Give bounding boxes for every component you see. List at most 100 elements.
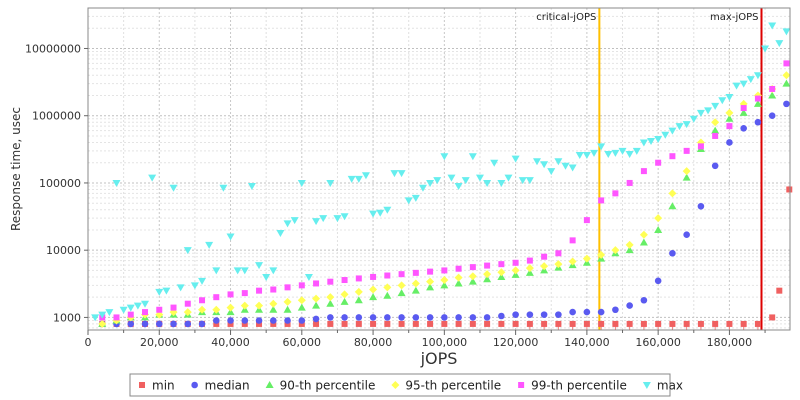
max-point <box>361 172 370 180</box>
max-point <box>418 184 427 192</box>
90-th-percentile-point <box>226 308 235 316</box>
max-point <box>639 139 648 147</box>
95-th-percentile-point <box>226 303 235 312</box>
legend-99-th-percentile-label: 99-th percentile <box>531 379 627 393</box>
legend-box <box>129 373 671 397</box>
median-point <box>697 202 705 210</box>
95-th-percentile-point <box>312 294 321 303</box>
99-th-percentile-point <box>640 168 647 175</box>
max-point <box>561 162 570 170</box>
legend-max-swatch <box>642 382 651 389</box>
x-tick-label: 140,000 <box>564 336 610 349</box>
95-th-percentile-point <box>654 214 663 223</box>
max-point <box>226 233 235 241</box>
median-point <box>155 320 163 328</box>
max-point <box>190 282 199 290</box>
x-axis: 0 20,000 40,000 60,000 80,000 100,000 120,000 1… <box>85 330 766 349</box>
legend: min median 90-th percentile 95-th percentil… <box>129 373 683 397</box>
max-point <box>347 175 356 183</box>
median-point <box>341 314 348 321</box>
95-th-percentile-point <box>497 268 506 277</box>
x-tick-label: 100,000 <box>422 336 468 349</box>
median-point <box>327 314 334 321</box>
median-point <box>212 317 220 324</box>
legend-min-swatch <box>139 382 145 388</box>
max-point <box>141 300 150 308</box>
legend-median-swatch <box>191 381 198 389</box>
min-point <box>683 320 690 327</box>
95-th-percentile-point <box>426 277 435 286</box>
90-th-percentile-point <box>725 114 734 122</box>
median-point <box>498 312 505 320</box>
x-tick-label: 60,000 <box>283 336 322 349</box>
max-point <box>283 220 292 228</box>
median-point <box>597 308 605 316</box>
max-point <box>625 150 634 158</box>
legend-99-th-percentile-swatch <box>518 382 525 388</box>
95-th-percentile-point <box>525 264 534 273</box>
max-point <box>711 102 720 110</box>
90-th-percentile-point <box>525 268 534 276</box>
99-th-percentile-point <box>142 309 149 316</box>
min-point <box>697 320 704 327</box>
min-point <box>512 320 519 327</box>
min-point <box>740 320 747 327</box>
max-point <box>319 215 328 223</box>
max-point <box>461 177 470 185</box>
95-th-percentile-point <box>326 293 335 302</box>
90-th-percentile-point <box>668 202 677 210</box>
median-point <box>640 296 648 304</box>
max-point <box>525 177 534 185</box>
max-point <box>255 262 264 270</box>
median-point <box>255 317 263 324</box>
max-point <box>475 174 484 182</box>
max-point <box>618 147 627 155</box>
min-point <box>640 320 647 327</box>
max-point <box>682 121 691 129</box>
99-th-percentile-point <box>184 300 191 307</box>
median-point <box>455 314 462 321</box>
95-th-percentile-point <box>369 285 378 294</box>
vertical-markers: critical-jOPS max-jOPS <box>536 8 763 330</box>
min-point <box>786 186 793 193</box>
max-point <box>689 115 698 123</box>
median-point <box>298 317 306 324</box>
x-tick-label: 0 <box>85 336 92 349</box>
99-th-percentile-point <box>555 250 562 257</box>
95-th-percentile-point <box>782 71 791 80</box>
y-tick-label: 10000000 <box>25 42 81 55</box>
median-point <box>555 311 562 318</box>
legend-min-label: min <box>152 379 175 393</box>
median-point <box>426 314 434 321</box>
min-point <box>769 314 776 321</box>
median-point <box>469 314 477 321</box>
90-th-percentile-point <box>440 281 449 289</box>
median-point <box>526 311 534 318</box>
max-point <box>105 309 114 317</box>
95-th-percentile-point <box>283 297 292 306</box>
min-point <box>569 320 576 327</box>
95-th-percentile-point <box>183 308 192 317</box>
median-point <box>711 162 719 170</box>
99-th-percentile-point <box>512 259 519 266</box>
y-axis: 1000 10000 100000 1000000 10000000 <box>25 42 88 324</box>
90-th-percentile-point <box>411 286 420 294</box>
99-th-percentile-point <box>740 105 747 112</box>
max-point <box>540 161 549 169</box>
median-point <box>654 277 662 285</box>
99-th-percentile-point <box>327 278 334 285</box>
max-point <box>183 247 192 255</box>
max-point <box>212 267 221 275</box>
90-th-percentile-point <box>369 293 378 301</box>
min-point <box>484 320 491 327</box>
median-point <box>312 315 320 323</box>
99-th-percentile-point <box>227 291 234 298</box>
min-point <box>398 320 405 327</box>
min-point <box>341 320 348 327</box>
max-point <box>632 147 641 155</box>
99-th-percentile-point <box>441 267 448 274</box>
median-point <box>768 112 776 120</box>
max-point <box>704 107 713 115</box>
90-th-percentile-point <box>682 173 691 181</box>
max-point <box>411 194 420 202</box>
